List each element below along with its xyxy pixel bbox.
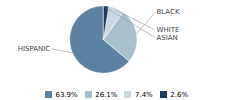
html-text:7.4%: 7.4% xyxy=(135,90,153,99)
svg-text:HISPANIC: HISPANIC xyxy=(18,45,51,53)
svg-text:ASIAN: ASIAN xyxy=(156,34,177,42)
svg-text:WHITE: WHITE xyxy=(156,26,180,35)
html-text:26.1%: 26.1% xyxy=(95,90,118,99)
svg-text:BLACK: BLACK xyxy=(156,8,179,16)
html-text:2.6%: 2.6% xyxy=(170,90,188,99)
html-text:63.9%: 63.9% xyxy=(55,90,78,99)
